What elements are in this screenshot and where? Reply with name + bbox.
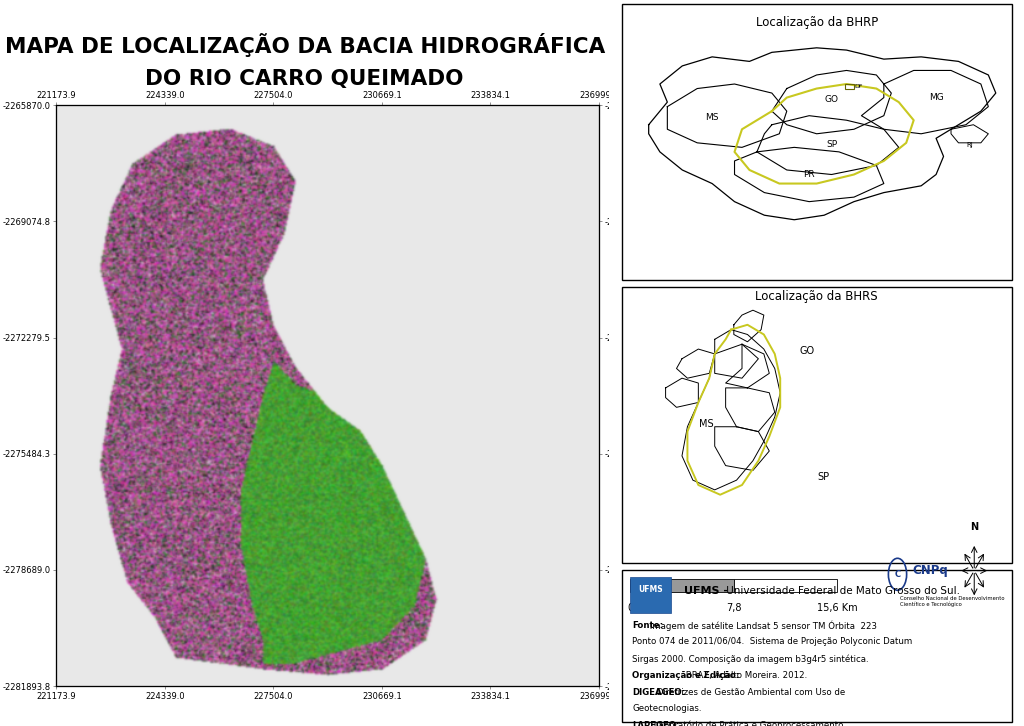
- Text: RJ: RJ: [967, 142, 973, 148]
- Text: PR: PR: [804, 170, 815, 179]
- Bar: [630, 577, 672, 613]
- Bar: [622, 287, 1012, 563]
- Text: Ponto 074 de 2011/06/04.  Sistema de Projeção Polyconic Datum: Ponto 074 de 2011/06/04. Sistema de Proj…: [632, 637, 912, 646]
- Text: Imagem de satélite Landsat 5 sensor TM Órbita  223: Imagem de satélite Landsat 5 sensor TM Ó…: [646, 621, 877, 631]
- Text: C: C: [895, 570, 901, 579]
- Text: UFMS -: UFMS -: [684, 586, 728, 596]
- Bar: [622, 4, 1012, 280]
- Text: MG: MG: [929, 93, 943, 102]
- Bar: [733, 579, 838, 592]
- Bar: [622, 570, 1012, 722]
- Bar: [845, 84, 854, 89]
- Text: Sirgas 2000. Composição da imagem b3g4r5 sintética.: Sirgas 2000. Composição da imagem b3g4r5…: [632, 654, 868, 664]
- Text: MS: MS: [706, 113, 719, 122]
- Text: MS: MS: [699, 419, 714, 429]
- Text: Localização da BHRS: Localização da BHRS: [756, 290, 878, 303]
- Text: Geotecnologias.: Geotecnologias.: [632, 704, 701, 713]
- Text: N: N: [970, 522, 978, 532]
- Text: 15,6 Km: 15,6 Km: [817, 603, 858, 613]
- Text: 0: 0: [627, 603, 633, 613]
- Text: Localização da BHRP: Localização da BHRP: [756, 16, 878, 29]
- Text: DIGEAGEO:: DIGEAGEO:: [632, 688, 685, 696]
- Text: BRAZ, Adalto Moreira. 2012.: BRAZ, Adalto Moreira. 2012.: [683, 671, 807, 680]
- Text: 7,8: 7,8: [726, 603, 741, 613]
- Text: SP: SP: [826, 140, 838, 150]
- Text: GO: GO: [824, 95, 839, 104]
- Text: GO: GO: [800, 346, 815, 356]
- Text: SP: SP: [818, 472, 829, 482]
- Text: DF: DF: [854, 84, 863, 89]
- Text: Laboratório de Prática e Geoprocessamento.: Laboratório de Prática e Geoprocessament…: [651, 721, 846, 726]
- Text: Diretrizes de Gestão Ambiental com Uso de: Diretrizes de Gestão Ambiental com Uso d…: [653, 688, 845, 696]
- Text: Conselho Nacional de Desenvolvimento
Científico e Tecnológico: Conselho Nacional de Desenvolvimento Cie…: [899, 596, 1005, 608]
- Text: Fonte:: Fonte:: [632, 621, 664, 629]
- Text: Universidade Federal de Mato Grosso do Sul.: Universidade Federal de Mato Grosso do S…: [723, 586, 961, 596]
- Text: DO RIO CARRO QUEIMADO: DO RIO CARRO QUEIMADO: [145, 69, 464, 89]
- Text: MAPA DE LOCALIZAÇÃO DA BACIA HIDROGRÁFICA: MAPA DE LOCALIZAÇÃO DA BACIA HIDROGRÁFIC…: [4, 33, 605, 57]
- Text: Organização e Edição:: Organização e Edição:: [632, 671, 739, 680]
- Bar: [630, 579, 733, 592]
- Text: CNPq: CNPq: [912, 564, 948, 577]
- Text: LAPEGEO:: LAPEGEO:: [632, 721, 680, 726]
- Text: UFMS: UFMS: [638, 585, 664, 595]
